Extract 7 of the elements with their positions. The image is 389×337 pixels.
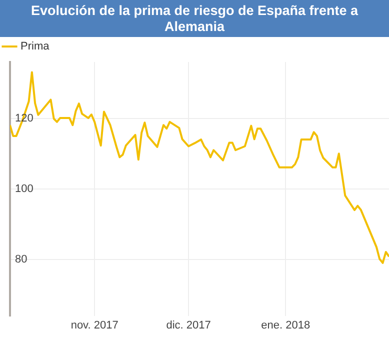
x-tick-label: dic. 2017 (166, 319, 211, 332)
legend-label: Prima (20, 40, 50, 53)
y-tick-label: 100 (15, 182, 34, 195)
x-tick-label: ene. 2018 (261, 319, 310, 332)
x-tick-label: nov. 2017 (70, 319, 118, 332)
y-tick-label: 80 (15, 253, 28, 266)
chart-title: Evolución de la prima de riesgo de España frente a Alemania (0, 0, 389, 37)
